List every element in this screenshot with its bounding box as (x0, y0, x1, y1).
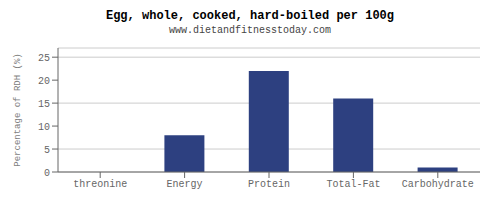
svg-text:threonine: threonine (73, 179, 127, 190)
svg-text:Energy: Energy (167, 179, 203, 190)
html-text:www.dietandfitnesstoday.com: www.dietandfitnesstoday.com (169, 25, 331, 36)
svg-text:Carbohydrate: Carbohydrate (402, 179, 474, 190)
svg-text:Protein: Protein (248, 179, 290, 190)
svg-text:5: 5 (44, 145, 50, 156)
svg-text:Total-Fat: Total-Fat (326, 179, 380, 190)
svg-text:20: 20 (38, 76, 50, 87)
svg-text:Percentage of RDH (%): Percentage of RDH (%) (13, 53, 23, 166)
html-text:Egg, whole, cooked, hard-boile: Egg, whole, cooked, hard-boiled per 100g (106, 9, 394, 23)
svg-text:0: 0 (44, 168, 50, 179)
svg-text:15: 15 (38, 99, 50, 110)
svg-text:25: 25 (38, 53, 50, 64)
svg-text:10: 10 (38, 122, 50, 133)
